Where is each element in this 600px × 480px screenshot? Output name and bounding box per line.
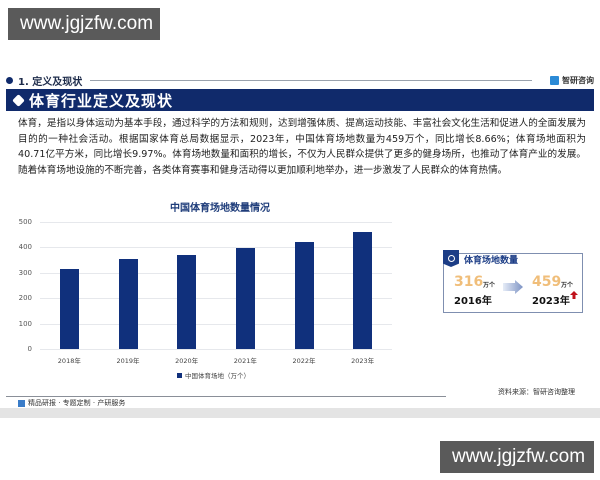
intro-paragraph: 体育，是指以身体运动为基本手段，通过科学的方法和规则，达到增强体质、提高运动技能… (18, 118, 586, 176)
x-tick-label: 2021年 (233, 357, 257, 365)
footer-tagline: 精品研报 · 专题定制 · 产研服务 (28, 399, 126, 407)
gridline (40, 272, 392, 274)
start-value: 316 (454, 274, 484, 290)
chart-legend: 中国体育场地（万个） (177, 370, 250, 380)
section-header: 1. 定义及现状 智研咨询 (6, 73, 594, 88)
section-label: 1. 定义及现状 (18, 76, 83, 88)
gridline (40, 222, 392, 223)
gridline (40, 298, 392, 300)
page-title: 体育行业定义及现状 (29, 91, 174, 110)
x-tick-label: 2022年 (292, 357, 316, 365)
bullet-icon (6, 76, 13, 84)
stat-card: 体育场地数量 316 万个 2016年 459 万个 2023年 (443, 250, 583, 313)
brand-name: 智研咨询 (562, 75, 594, 85)
x-tick-label: 2018年 (57, 357, 81, 365)
bar-chart: 0 100 200 300 400 500 2018年 2019年 2020年 2021年 2022… (19, 218, 392, 365)
start-year: 2016年 (454, 296, 492, 307)
end-value: 459 (532, 274, 562, 290)
legend-swatch (177, 372, 182, 378)
x-tick-label: 2023年 (351, 357, 375, 365)
y-tick-label: 200 (18, 294, 32, 303)
x-tick-label: 2019年 (116, 357, 140, 365)
gridline (40, 323, 392, 325)
x-tick-label: 2020年 (175, 357, 199, 365)
title-bar: 体育行业定义及现状 (6, 89, 594, 111)
y-tick-label: 100 (18, 319, 32, 328)
y-tick-label: 500 (18, 218, 32, 226)
brand-logo-icon (550, 75, 559, 85)
chart-title: 中国体育场地数量情况 (170, 203, 270, 214)
gridline (40, 349, 392, 350)
y-tick-label: 0 (27, 345, 32, 353)
diamond-icon (12, 93, 25, 107)
footer: 精品研报 · 专题定制 · 产研服务 (18, 398, 125, 408)
trend-up-icon (570, 291, 578, 299)
divider (90, 79, 532, 81)
bar (353, 232, 373, 349)
start-unit: 万个 (483, 282, 496, 289)
legend-label: 中国体育场地（万个） (185, 372, 250, 380)
bar (59, 268, 79, 349)
watermark-badge-top: www.jgjzfw.com (8, 8, 160, 40)
brand: 智研咨询 (550, 75, 594, 86)
end-year: 2023年 (532, 296, 570, 307)
bar (177, 254, 197, 349)
y-tick-label: 300 (18, 268, 32, 277)
bar (118, 258, 138, 349)
end-unit: 万个 (561, 282, 574, 289)
footer-logo-icon (18, 399, 25, 407)
bar (294, 241, 314, 349)
watermark-badge-bottom: www.jgjzfw.com (440, 441, 594, 473)
location-badge-icon (443, 250, 459, 267)
y-tick-label: 400 (18, 243, 32, 252)
arrow-right-icon (503, 280, 523, 294)
source-note: 资料来源：智研咨询整理 (498, 388, 575, 396)
footer-band (0, 408, 600, 418)
footer-divider (6, 396, 446, 397)
bar (235, 248, 255, 349)
card-header: 体育场地数量 (443, 250, 518, 267)
card-title: 体育场地数量 (464, 256, 519, 266)
gridline (40, 247, 392, 249)
